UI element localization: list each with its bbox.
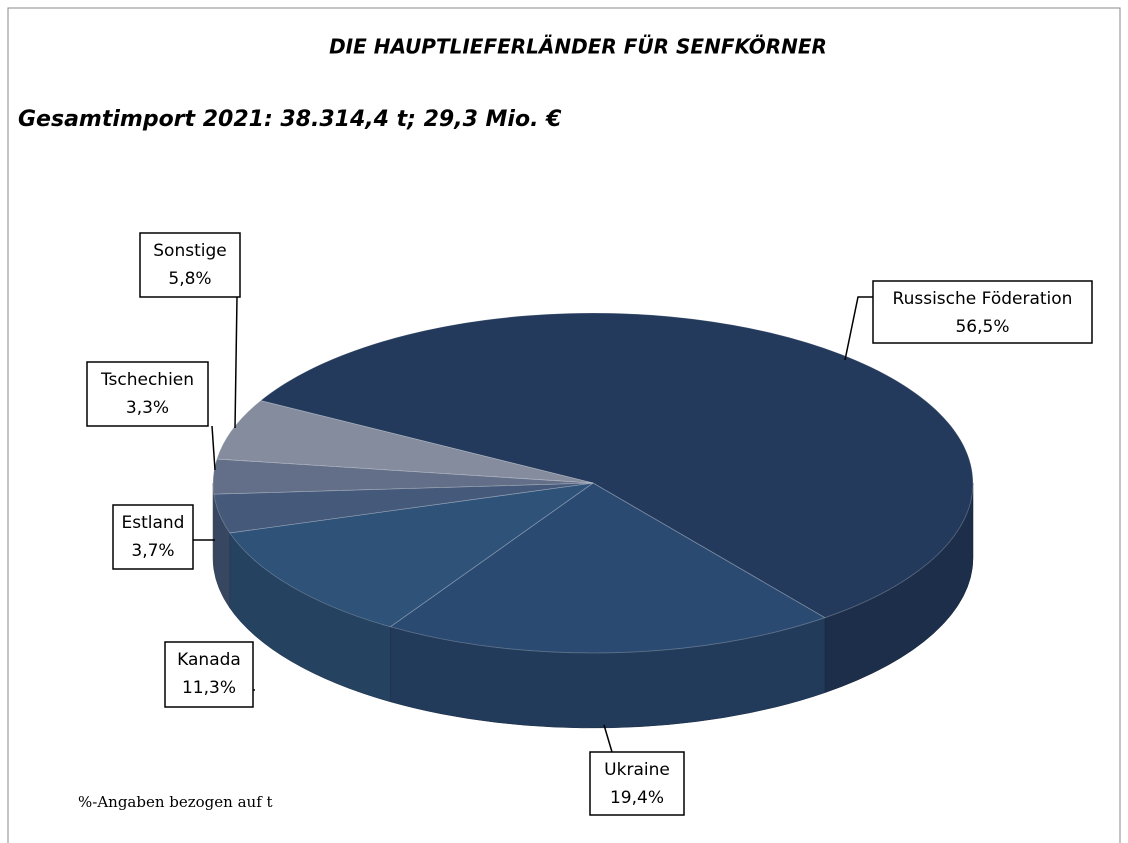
labels: Russische Föderation 56,5% Ukraine 19,4% Kan…	[86, 232, 1093, 816]
label-box	[139, 232, 241, 298]
label-box	[589, 751, 685, 816]
label-category: Sonstige	[153, 241, 226, 261]
pie-slice	[229, 482, 594, 628]
label-value: 3,3%	[126, 398, 169, 418]
pie	[212, 312, 974, 729]
label-category: Tschechien	[100, 370, 194, 390]
pie-slice	[213, 482, 594, 534]
chart-title: DIE HAUPTLIEFERLÄNDER FÜR SENFKÖRNER	[329, 35, 827, 59]
leader-line	[844, 296, 873, 361]
chart-subtitle: Gesamtimport 2021: 38.314,4 t; 29,3 Mio.…	[18, 107, 562, 132]
label-box	[86, 361, 209, 427]
pie-slice	[259, 312, 974, 619]
pie-slice	[216, 400, 594, 484]
leader-line	[234, 296, 238, 429]
pie-slice	[212, 458, 594, 495]
label-box	[112, 504, 194, 570]
label-category: Russische Föderation	[893, 289, 1073, 309]
label-value: 11,3%	[182, 678, 236, 698]
label-value: 56,5%	[955, 317, 1009, 337]
label-value: 19,4%	[610, 788, 664, 808]
label-box	[164, 641, 254, 708]
label-category: Estland	[122, 513, 185, 533]
leader-line	[211, 425, 216, 471]
note: %-Angaben bezogen auf t	[78, 793, 273, 811]
label-value: 5,8%	[168, 269, 211, 289]
label-box	[872, 280, 1093, 344]
pie-slice	[389, 482, 826, 654]
chart-frame	[7, 7, 1121, 843]
leader-line	[603, 724, 613, 753]
label-category: Ukraine	[604, 760, 670, 780]
label-category: Kanada	[177, 650, 241, 670]
label-value: 3,7%	[131, 541, 174, 561]
